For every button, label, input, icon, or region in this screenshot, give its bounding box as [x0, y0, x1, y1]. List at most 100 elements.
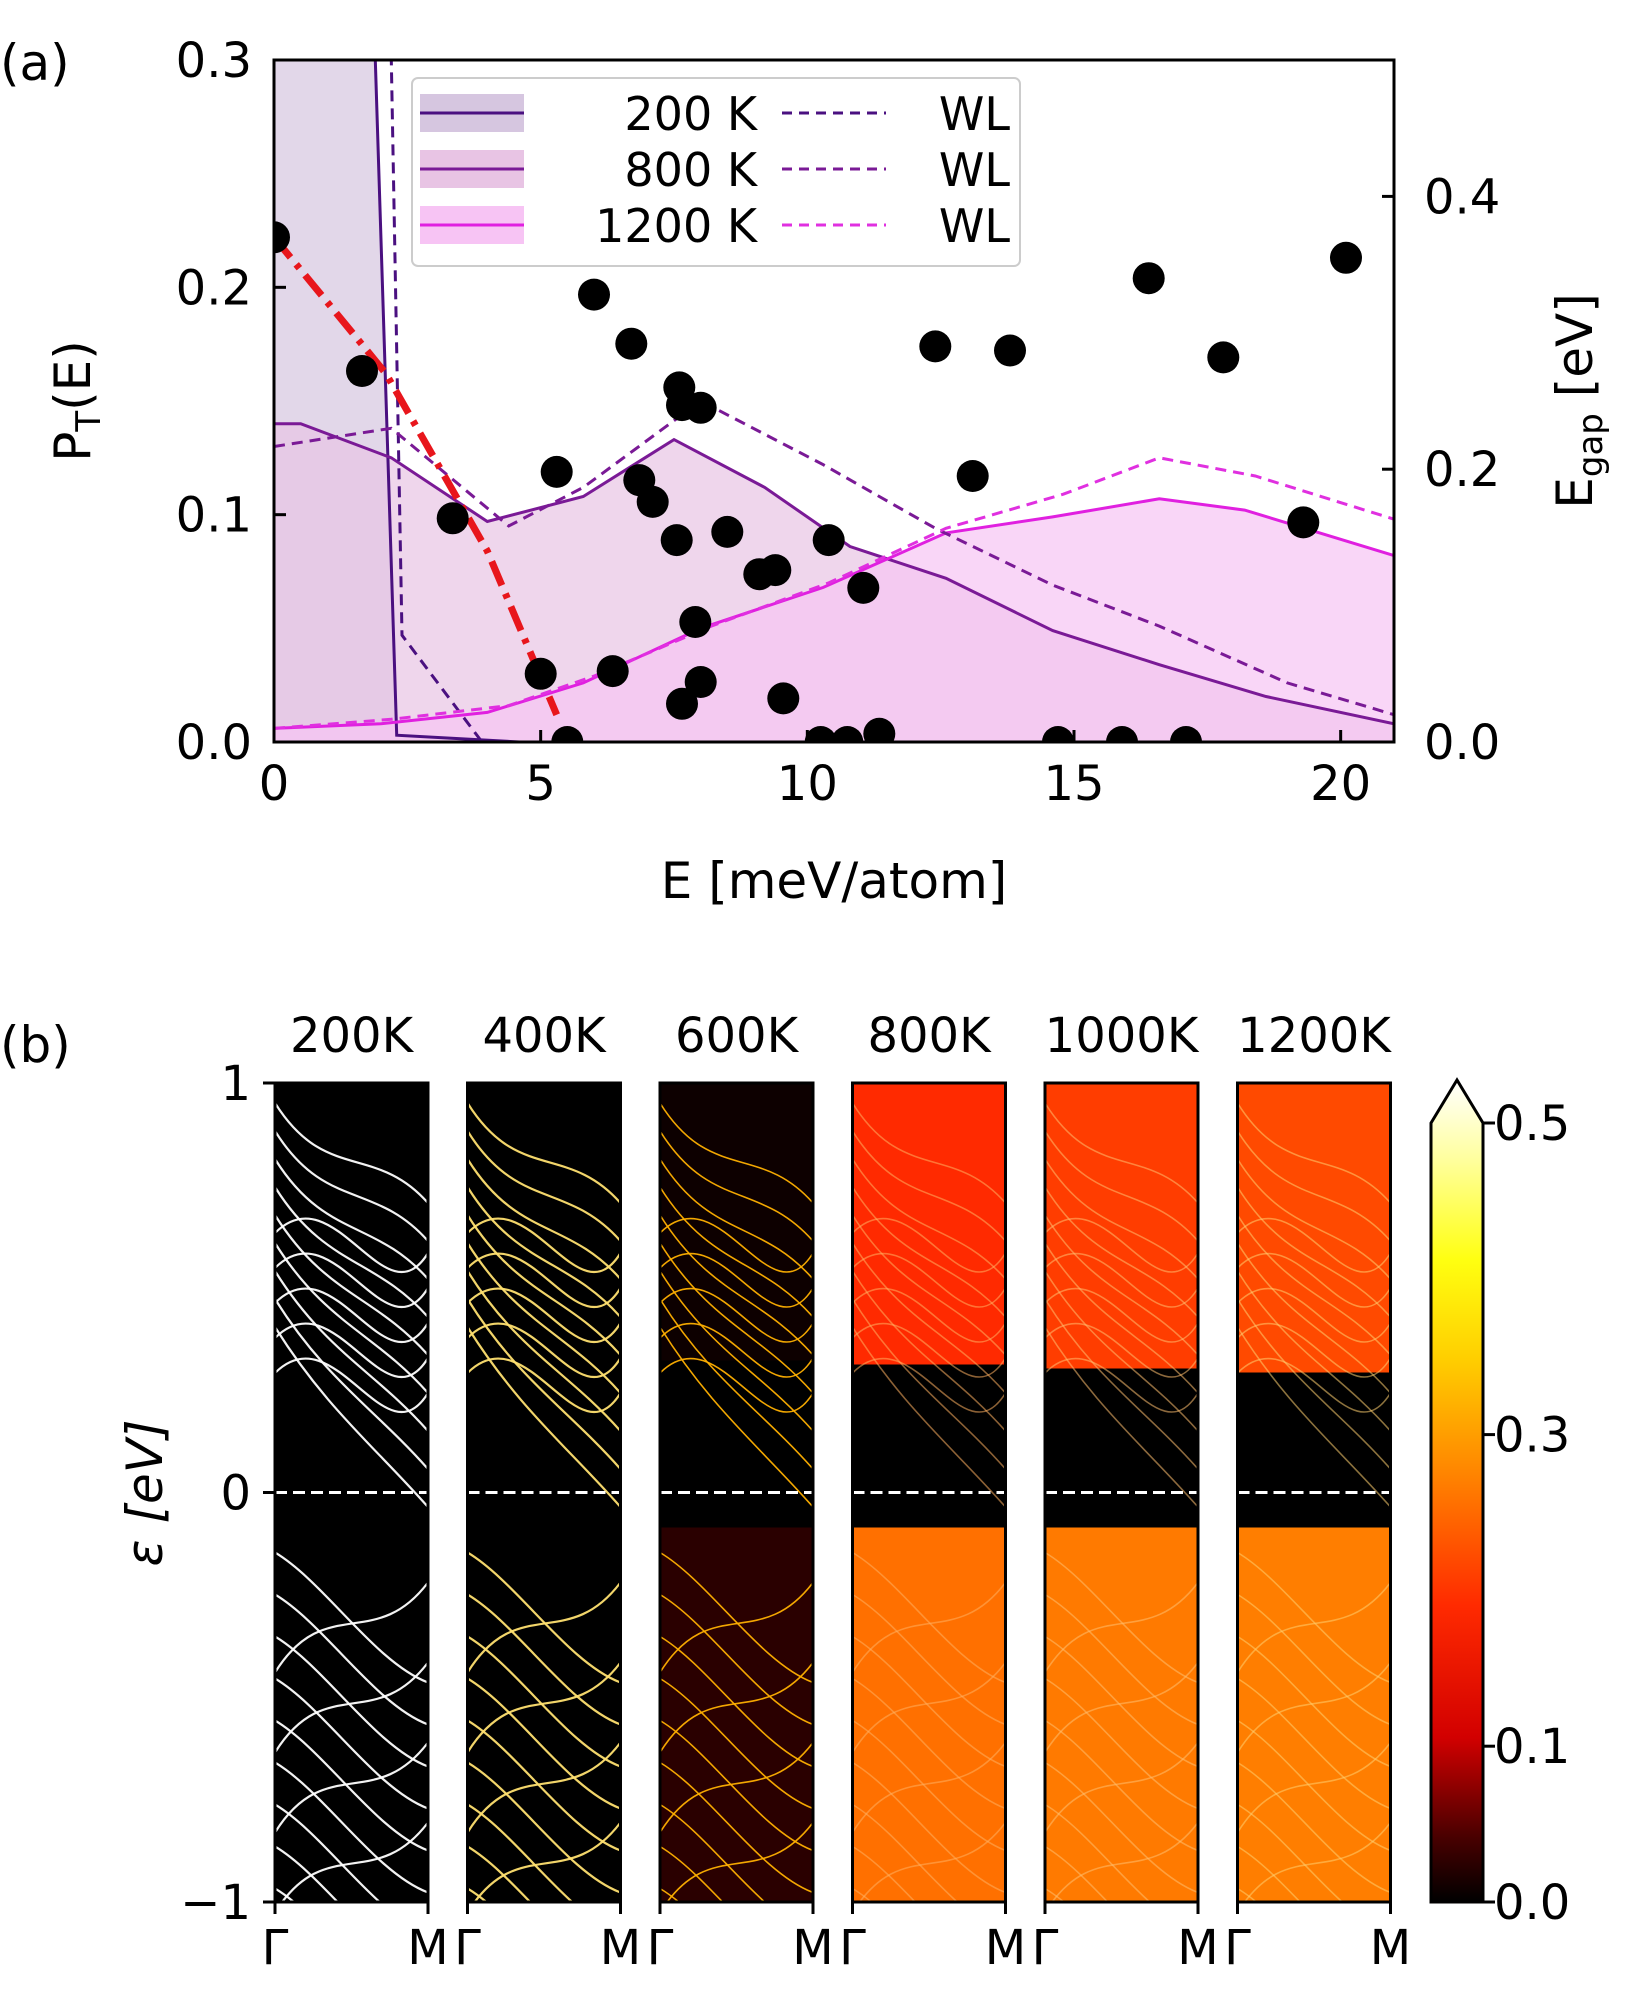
- valence-band-curve: [1045, 1677, 1198, 1810]
- conduction-band-curve: [467, 1298, 621, 1470]
- conduction-band-curve: [660, 1242, 813, 1394]
- valence-band-curve: [275, 1931, 428, 2016]
- gap-point-2: [436, 502, 469, 535]
- gap-region: [852, 1364, 1006, 1528]
- conduction-band-curve: [275, 1298, 428, 1470]
- conduction-band-curve: [660, 1130, 813, 1242]
- valence-band-curve: [660, 1887, 681, 1902]
- conduction-band-curve: [275, 1322, 428, 1379]
- conduction-band-curve: [852, 1102, 1006, 1204]
- gap-point-18: [711, 515, 744, 548]
- colorbar-tick-label-2: 0.3: [1494, 1408, 1570, 1464]
- gamma-tick-label: Γ: [839, 1920, 866, 1976]
- m-tick-label: M: [407, 1920, 448, 1976]
- valence-band-curve: [852, 1742, 1006, 1833]
- panel-label-a: (a): [0, 34, 70, 92]
- conduction-band-curve: [1045, 1298, 1198, 1470]
- valence-band-curve: [619, 1901, 620, 1902]
- gap-point-17: [684, 666, 717, 698]
- conduction-band-curve: [852, 1287, 1006, 1343]
- gap-point-6: [578, 278, 610, 311]
- valence-band-curve: [660, 1593, 813, 1726]
- gap-point-5: [551, 726, 584, 742]
- conduction-band-curve: [467, 1217, 621, 1274]
- colorbar: 0.0 0.1 0.3 0.5: [1429, 1077, 1570, 1931]
- band-panel-title: 1000K: [1045, 1008, 1200, 1064]
- gap-point-3: [524, 657, 557, 690]
- conduction-band-curve: [1045, 1357, 1198, 1413]
- valence-band-curve: [1045, 1845, 1109, 1902]
- conduction-band-curve: [275, 1130, 428, 1242]
- x-axis-ticks: 0 5 10 15 20: [259, 730, 1371, 812]
- conduction-band-curve: [275, 1217, 428, 1274]
- gap-point-27: [919, 330, 952, 363]
- conduction-band-curve: [660, 1357, 813, 1413]
- valence-band-curve: [468, 1973, 621, 2016]
- band-panel-title: 1200K: [1237, 1008, 1392, 1064]
- left-axis-ticks: 0.0 0.1 0.2 0.3: [176, 33, 286, 771]
- panel-a-frame: [272, 58, 1396, 744]
- valence-band-curve: [660, 1761, 813, 1894]
- gap-point-25: [847, 571, 880, 604]
- m-tick-label: M: [985, 1920, 1026, 1976]
- valence-band-curve: [1045, 1803, 1151, 1902]
- x-tick-label-1: 5: [525, 756, 556, 812]
- gap-point-4: [540, 455, 573, 488]
- conduction-band-curve: [467, 1357, 621, 1414]
- valence-band-curve: [1045, 1903, 1198, 1993]
- conduction-band-curve: [1237, 1217, 1391, 1273]
- valence-band-curve: [473, 1821, 621, 1902]
- band-panel-content-2: [660, 1083, 813, 2016]
- conduction-band-curve: [852, 1242, 1006, 1394]
- left-tick-label-0: 0.0: [176, 715, 252, 771]
- gap-fit-line: [274, 235, 560, 717]
- valence-band-curve: [852, 1662, 1006, 1753]
- valence-band-curve: [280, 1821, 428, 1902]
- legend-label-800k: 800 K: [624, 143, 758, 197]
- x-tick-label-2: 10: [777, 756, 838, 812]
- valence-band-curve: [275, 1677, 428, 1810]
- conduction-band-curve: [852, 1214, 1006, 1356]
- right-tick-label-0: 0.0: [1424, 715, 1500, 771]
- conduction-band-curve: [1045, 1158, 1198, 1280]
- valence-band-curve: [275, 1845, 340, 1902]
- gamma-tick-label: Γ: [454, 1920, 481, 1976]
- valence-band-curve: [1237, 1551, 1391, 1684]
- right-axis-label: Egap [eV]: [1546, 293, 1611, 508]
- conduction-band-curve: [467, 1287, 621, 1344]
- gap-point-0: [274, 221, 290, 254]
- band-panel-content-5: [1237, 1083, 1391, 2016]
- valence-band-curve: [275, 1983, 428, 2016]
- valence-band-curve: [468, 1931, 621, 2016]
- conduction-band-curve: [275, 1186, 428, 1318]
- energy-tick-label-2: −1: [180, 1875, 251, 1931]
- x-tick-label-4: 20: [1310, 756, 1371, 812]
- valence-band-curve: [660, 1845, 724, 1902]
- valence-band-curve: [275, 1803, 382, 1902]
- gap-point-21: [767, 682, 800, 715]
- legend-label-wl-800k: WL: [939, 143, 1010, 197]
- valence-band-curve: [1237, 1593, 1391, 1726]
- valence-band-curve: [1051, 1822, 1198, 1902]
- panel-a-plot-area: [274, 60, 1394, 742]
- gap-point-10: [636, 485, 669, 518]
- valence-band-curve: [660, 1582, 813, 1673]
- valence-band-curve: [467, 1887, 489, 1902]
- conduction-band-curve: [1237, 1130, 1391, 1242]
- energy-tick-label-1: 0: [220, 1466, 251, 1522]
- valence-band-curve: [1238, 1983, 1391, 2016]
- valence-band-curve: [467, 1761, 621, 1894]
- conduction-band-curve: [660, 1214, 813, 1356]
- valence-band-curve: [1237, 1582, 1391, 1673]
- gap-region: [1237, 1372, 1391, 1528]
- band-panel-frame: [851, 1081, 1007, 1904]
- valence-band-curve: [660, 1973, 813, 2016]
- valence-band-curve: [1045, 1582, 1198, 1673]
- gap-point-33: [1170, 726, 1202, 742]
- colorbar-tick-label-1: 0.1: [1494, 1719, 1570, 1775]
- valence-band-curve: [1045, 1551, 1198, 1684]
- band-panel-600k: 600K Γ M: [647, 1008, 834, 2016]
- conduction-band-curve: [852, 1130, 1006, 1242]
- valence-background: [660, 1517, 813, 1902]
- valence-band-curve: [467, 1661, 621, 1754]
